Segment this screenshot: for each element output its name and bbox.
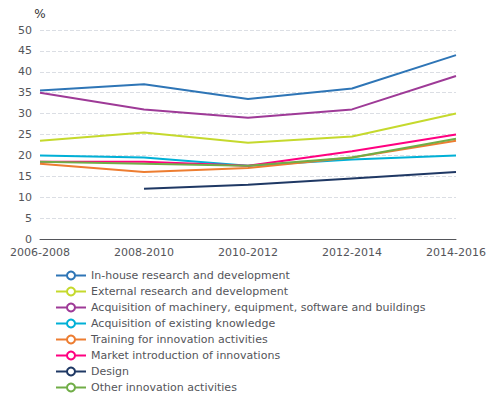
svg-text:30: 30 [18,107,32,120]
svg-text:35: 35 [18,86,32,99]
svg-text:0: 0 [25,233,32,246]
svg-text:Training for innovation activi: Training for innovation activities [90,333,268,346]
svg-text:2008-2010: 2008-2010 [114,246,174,259]
svg-text:%: % [34,7,45,21]
svg-text:5: 5 [25,212,32,225]
svg-text:2006-2008: 2006-2008 [10,246,70,259]
svg-text:2014-2016: 2014-2016 [426,246,486,259]
svg-text:Other innovation activities: Other innovation activities [91,381,237,394]
svg-text:2010-2012: 2010-2012 [218,246,278,259]
svg-text:25: 25 [18,128,32,141]
svg-text:50: 50 [18,24,32,37]
svg-text:2012-2014: 2012-2014 [322,246,382,259]
svg-text:20: 20 [18,149,32,162]
svg-text:10: 10 [18,191,32,204]
svg-text:Design: Design [91,365,129,378]
svg-text:15: 15 [18,170,32,183]
svg-text:Acquisition of machinery, equi: Acquisition of machinery, equipment, sof… [91,301,426,314]
svg-text:45: 45 [18,44,32,57]
svg-text:40: 40 [18,65,32,78]
svg-text:Market introduction of innovat: Market introduction of innovations [91,349,280,362]
svg-text:In-house research and developm: In-house research and development [91,269,290,282]
svg-text:External research and developm: External research and development [91,285,289,298]
svg-text:Acquisition of existing knowle: Acquisition of existing knowledge [91,317,275,330]
